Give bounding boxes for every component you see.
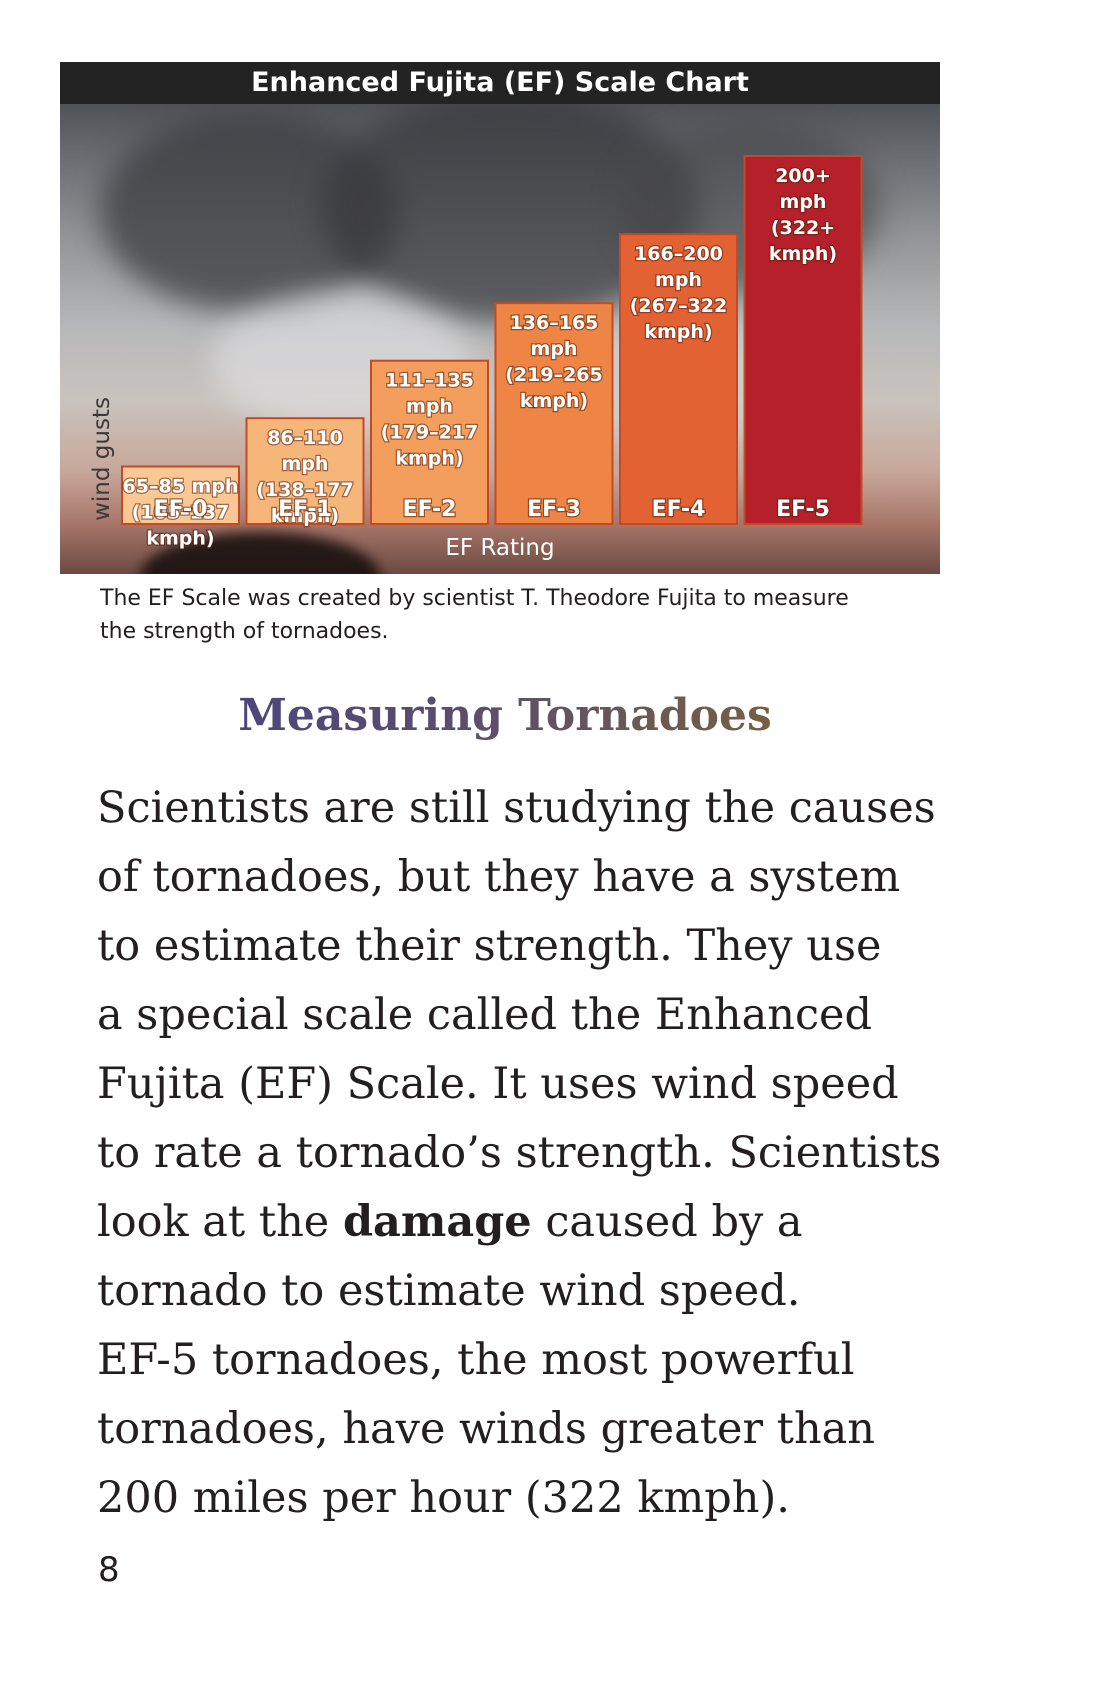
body-line: to estimate their strength. They use xyxy=(97,921,882,971)
bar-range-label: (179–217 xyxy=(381,422,479,444)
bar-range-label: mph xyxy=(406,396,453,418)
figure-caption: The EF Scale was created by scientist T.… xyxy=(100,586,849,644)
body-line: 200 miles per hour (322 kmph). xyxy=(97,1473,790,1523)
body-line: Fujita (EF) Scale. It uses wind speed xyxy=(97,1059,899,1109)
bar-range-label: (219–265 xyxy=(505,364,603,386)
bar-range-label: mph xyxy=(282,453,329,475)
bar-range-label: (322+ xyxy=(771,217,835,239)
chart-plot: Enhanced Fujita (EF) Scale Chart 65–85 m… xyxy=(89,67,863,561)
bar-ef-1 xyxy=(245,417,365,526)
ef-rating-label: EF-3 xyxy=(527,497,581,522)
bar-range-label: mph xyxy=(531,338,578,360)
glossary-term-damage: damage xyxy=(342,1197,532,1247)
body-line: look at the damage caused by a xyxy=(97,1188,1057,1257)
bar-range-label: kmph) xyxy=(271,505,339,527)
bar-range-label: 86–110 xyxy=(267,427,343,449)
bar-range-label: kmph) xyxy=(769,243,837,265)
x-axis-label: EF Rating xyxy=(445,535,554,561)
ef-rating-label: EF-0 xyxy=(154,497,208,522)
bar-ef-0 xyxy=(121,465,240,525)
bar-ef-3 xyxy=(494,302,614,525)
page-number: 8 xyxy=(98,1550,120,1590)
chart-title-bar xyxy=(60,62,940,104)
bar-ef-2 xyxy=(370,359,489,526)
ef-rating-label: EF-5 xyxy=(776,497,830,522)
ef-scale-chart: Enhanced Fujita (EF) Scale Chart 65–85 m… xyxy=(60,62,940,574)
body-line: tornadoes, have winds greater than xyxy=(97,1404,875,1454)
body-paragraph: Scientists are still studying the causes… xyxy=(97,774,1057,1533)
ef-rating-label: EF-2 xyxy=(403,497,457,522)
bar-range-label: mph xyxy=(655,269,702,291)
bar-ef-4 xyxy=(619,233,738,525)
body-line: EF-5 tornadoes, the most powerful xyxy=(97,1335,855,1385)
y-axis-label: wind gusts xyxy=(89,397,115,521)
bar-range-label: 111–135 xyxy=(385,370,474,392)
body-text-segment: caused by a xyxy=(531,1197,803,1247)
ef-rating-label: EF-4 xyxy=(652,497,706,522)
body-line: Scientists are still studying the causes xyxy=(97,783,936,833)
bar-range-label: 200+ xyxy=(775,165,831,187)
section-heading: Measuring Tornadoes xyxy=(0,688,1010,744)
bar-range-label: 65–85 mph xyxy=(123,476,239,498)
bar-range-label: kmph) xyxy=(146,528,214,550)
chart-title: Enhanced Fujita (EF) Scale Chart xyxy=(251,67,749,98)
body-line: tornado to estimate wind speed. xyxy=(97,1266,801,1316)
body-line: a special scale called the Enhanced xyxy=(97,990,873,1040)
bar-range-label: kmph) xyxy=(644,321,712,343)
body-line: to rate a tornado’s strength. Scientists xyxy=(97,1128,942,1178)
bar-range-label: 166–200 xyxy=(634,243,723,265)
bar-range-label: mph xyxy=(780,191,827,213)
bar-range-label: kmph) xyxy=(395,448,463,470)
body-text-segment: look at the xyxy=(97,1197,343,1247)
ef-rating-label: EF-1 xyxy=(278,497,332,522)
bar-range-label: (267–322 xyxy=(630,295,728,317)
bar-range-label: (138–177 xyxy=(256,479,354,501)
bar-range-label: 136–165 xyxy=(510,312,599,334)
bar-range-label: kmph) xyxy=(520,390,588,412)
bar-range-label: (105–137 xyxy=(132,502,230,524)
bar-ef-5 xyxy=(743,155,863,525)
body-line: of tornadoes, but they have a system xyxy=(97,852,901,902)
